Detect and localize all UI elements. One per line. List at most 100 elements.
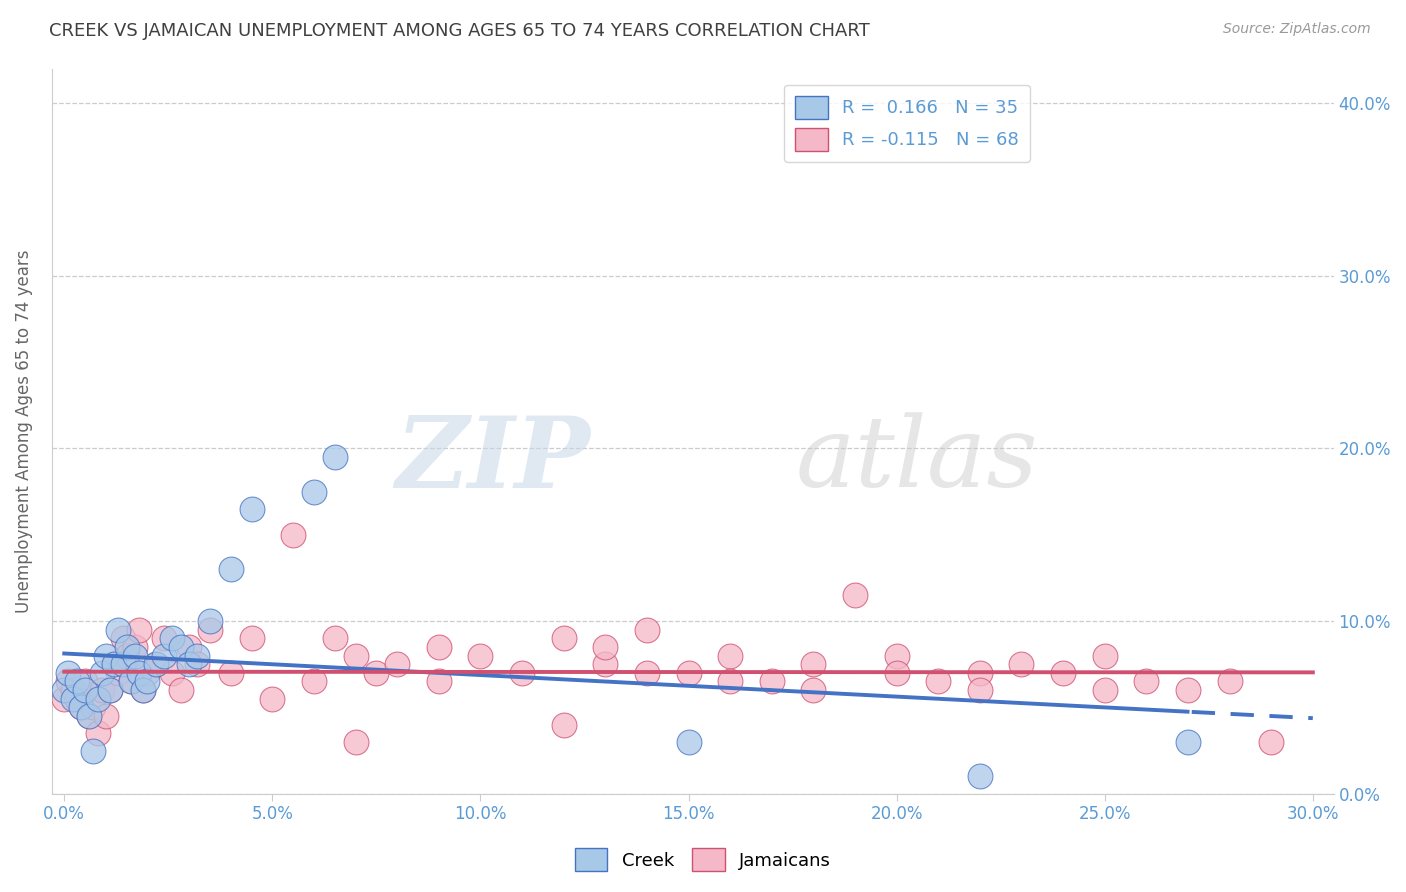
Point bbox=[323, 632, 346, 646]
Point bbox=[70, 700, 93, 714]
Point bbox=[470, 648, 492, 663]
Point bbox=[136, 665, 159, 680]
Point bbox=[385, 657, 408, 672]
Point bbox=[145, 657, 167, 672]
Point bbox=[636, 665, 658, 680]
Point bbox=[969, 683, 991, 698]
Point bbox=[128, 665, 150, 680]
Point bbox=[103, 657, 125, 672]
Point bbox=[198, 623, 221, 637]
Point bbox=[678, 665, 700, 680]
Point bbox=[120, 674, 142, 689]
Point bbox=[136, 674, 159, 689]
Point bbox=[66, 674, 89, 689]
Legend: Creek, Jamaicans: Creek, Jamaicans bbox=[568, 841, 838, 879]
Point bbox=[886, 648, 908, 663]
Point bbox=[240, 632, 263, 646]
Point bbox=[302, 484, 325, 499]
Point bbox=[82, 743, 104, 757]
Point bbox=[124, 640, 146, 654]
Point bbox=[162, 665, 184, 680]
Point bbox=[219, 562, 242, 576]
Point bbox=[718, 674, 741, 689]
Point bbox=[969, 769, 991, 783]
Point bbox=[1177, 683, 1199, 698]
Point bbox=[262, 691, 284, 706]
Text: Source: ZipAtlas.com: Source: ZipAtlas.com bbox=[1223, 22, 1371, 37]
Point bbox=[86, 691, 108, 706]
Point bbox=[718, 648, 741, 663]
Point bbox=[73, 683, 96, 698]
Text: CREEK VS JAMAICAN UNEMPLOYMENT AMONG AGES 65 TO 74 YEARS CORRELATION CHART: CREEK VS JAMAICAN UNEMPLOYMENT AMONG AGE… bbox=[49, 22, 870, 40]
Point bbox=[90, 665, 112, 680]
Point bbox=[553, 717, 575, 731]
Point bbox=[70, 700, 93, 714]
Point bbox=[124, 648, 146, 663]
Point bbox=[170, 640, 193, 654]
Point bbox=[1260, 735, 1282, 749]
Point bbox=[595, 657, 617, 672]
Point bbox=[177, 640, 200, 654]
Point bbox=[1094, 648, 1116, 663]
Point bbox=[128, 623, 150, 637]
Point bbox=[427, 640, 450, 654]
Point bbox=[281, 527, 304, 541]
Point bbox=[107, 623, 129, 637]
Point bbox=[58, 674, 80, 689]
Point bbox=[1219, 674, 1241, 689]
Text: atlas: atlas bbox=[796, 412, 1038, 508]
Point bbox=[53, 691, 76, 706]
Point bbox=[115, 640, 138, 654]
Point bbox=[1177, 735, 1199, 749]
Point bbox=[803, 683, 825, 698]
Point bbox=[927, 674, 949, 689]
Point bbox=[177, 657, 200, 672]
Point bbox=[219, 665, 242, 680]
Point bbox=[803, 657, 825, 672]
Point bbox=[366, 665, 388, 680]
Point bbox=[186, 648, 208, 663]
Point bbox=[94, 709, 117, 723]
Point bbox=[678, 735, 700, 749]
Point bbox=[111, 632, 134, 646]
Point bbox=[170, 683, 193, 698]
Point bbox=[553, 632, 575, 646]
Point bbox=[1094, 683, 1116, 698]
Point bbox=[58, 665, 80, 680]
Point bbox=[323, 450, 346, 464]
Point bbox=[427, 674, 450, 689]
Point bbox=[132, 683, 155, 698]
Point bbox=[240, 501, 263, 516]
Point bbox=[62, 691, 84, 706]
Point bbox=[344, 648, 367, 663]
Point bbox=[145, 657, 167, 672]
Point bbox=[77, 709, 100, 723]
Point bbox=[90, 683, 112, 698]
Point bbox=[66, 691, 89, 706]
Point bbox=[1135, 674, 1157, 689]
Point bbox=[595, 640, 617, 654]
Point bbox=[302, 674, 325, 689]
Point bbox=[198, 614, 221, 628]
Point bbox=[1011, 657, 1033, 672]
Point bbox=[186, 657, 208, 672]
Point bbox=[636, 623, 658, 637]
Y-axis label: Unemployment Among Ages 65 to 74 years: Unemployment Among Ages 65 to 74 years bbox=[15, 250, 32, 613]
Point bbox=[120, 674, 142, 689]
Point bbox=[73, 674, 96, 689]
Point bbox=[111, 657, 134, 672]
Point bbox=[86, 726, 108, 740]
Point bbox=[886, 665, 908, 680]
Point bbox=[98, 683, 121, 698]
Legend: R =  0.166   N = 35, R = -0.115   N = 68: R = 0.166 N = 35, R = -0.115 N = 68 bbox=[785, 85, 1029, 161]
Point bbox=[153, 648, 176, 663]
Point bbox=[132, 683, 155, 698]
Point bbox=[1052, 665, 1074, 680]
Point bbox=[94, 648, 117, 663]
Point bbox=[98, 683, 121, 698]
Text: ZIP: ZIP bbox=[395, 412, 591, 508]
Point bbox=[162, 632, 184, 646]
Point bbox=[969, 665, 991, 680]
Point bbox=[82, 700, 104, 714]
Point bbox=[115, 648, 138, 663]
